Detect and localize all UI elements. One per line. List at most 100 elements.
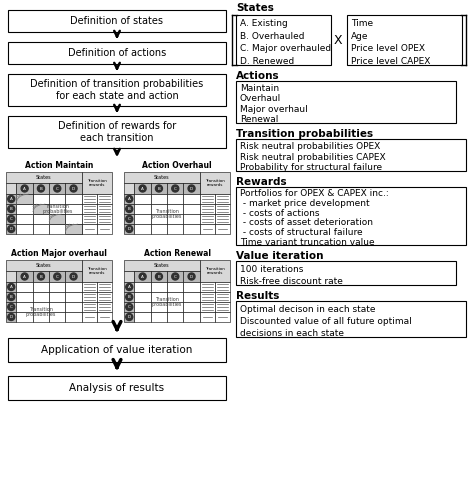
Bar xyxy=(82,260,112,282)
Bar xyxy=(200,260,230,282)
Bar xyxy=(33,302,49,312)
Bar xyxy=(6,271,17,282)
Circle shape xyxy=(21,273,28,280)
Circle shape xyxy=(126,206,133,212)
Text: - costs of asset deterioration: - costs of asset deterioration xyxy=(240,218,373,228)
Text: C: C xyxy=(56,186,59,190)
Circle shape xyxy=(54,185,61,192)
Circle shape xyxy=(37,273,44,280)
Bar xyxy=(215,214,230,224)
Text: Transition
rewards: Transition rewards xyxy=(205,178,225,188)
Text: A: A xyxy=(128,285,131,289)
Circle shape xyxy=(126,314,133,320)
Circle shape xyxy=(172,185,179,192)
Bar xyxy=(49,271,66,282)
Bar xyxy=(200,292,215,302)
Bar xyxy=(97,194,112,204)
Text: - costs of actions: - costs of actions xyxy=(240,208,320,218)
Text: States: States xyxy=(154,175,169,180)
Circle shape xyxy=(8,226,15,232)
Circle shape xyxy=(8,284,15,290)
Bar xyxy=(167,302,184,312)
Bar xyxy=(66,204,82,214)
Bar xyxy=(8,42,226,64)
Bar xyxy=(236,261,456,285)
Bar xyxy=(66,271,82,282)
Bar xyxy=(135,271,151,282)
Text: Transition
probabilities: Transition probabilities xyxy=(42,204,72,214)
Circle shape xyxy=(8,314,15,320)
Bar xyxy=(17,282,33,292)
Bar xyxy=(124,204,135,214)
Text: Actions: Actions xyxy=(236,71,279,81)
Bar xyxy=(49,194,66,204)
Bar xyxy=(8,338,226,362)
Bar xyxy=(236,15,331,65)
Text: Action Renewal: Action Renewal xyxy=(143,250,211,258)
Text: B: B xyxy=(128,207,131,211)
Bar xyxy=(33,224,49,234)
Bar xyxy=(49,183,66,194)
Text: for each state and action: for each state and action xyxy=(56,91,178,101)
Bar xyxy=(49,204,66,214)
Bar xyxy=(49,292,66,302)
Text: A: A xyxy=(23,186,26,190)
Text: 100 iterations: 100 iterations xyxy=(240,265,303,274)
Bar xyxy=(200,282,215,292)
Bar xyxy=(200,172,230,194)
Bar xyxy=(167,183,184,194)
Bar xyxy=(66,282,82,292)
Bar xyxy=(167,292,184,302)
Bar xyxy=(184,224,200,234)
Bar xyxy=(151,312,167,322)
Circle shape xyxy=(139,273,146,280)
Bar xyxy=(82,172,112,194)
Bar xyxy=(184,271,200,282)
Text: Analysis of results: Analysis of results xyxy=(69,383,165,393)
Bar xyxy=(215,224,230,234)
Bar xyxy=(66,224,82,234)
Text: Action Major overhaul: Action Major overhaul xyxy=(11,250,107,258)
Bar xyxy=(17,224,33,234)
Text: D: D xyxy=(72,274,75,278)
Bar xyxy=(6,214,17,224)
Bar xyxy=(215,194,230,204)
Text: Risk-free discount rate: Risk-free discount rate xyxy=(240,277,343,286)
Text: Transition
rewards: Transition rewards xyxy=(205,266,225,276)
Bar xyxy=(6,183,17,194)
Text: Optimal decison in each state: Optimal decison in each state xyxy=(240,305,376,314)
Bar xyxy=(124,214,135,224)
Bar xyxy=(124,302,135,312)
Circle shape xyxy=(21,185,28,192)
Bar xyxy=(97,282,112,292)
Bar xyxy=(66,194,82,204)
Bar xyxy=(82,312,97,322)
Text: - market price development: - market price development xyxy=(240,199,370,208)
Bar xyxy=(184,214,200,224)
Bar xyxy=(200,214,215,224)
Bar xyxy=(184,204,200,214)
Text: Portfolios for OPEX & CAPEX inc.:: Portfolios for OPEX & CAPEX inc.: xyxy=(240,190,389,198)
Text: Time: Time xyxy=(351,19,373,28)
Text: B. Overhauled: B. Overhauled xyxy=(240,32,304,41)
Circle shape xyxy=(8,294,15,300)
Bar xyxy=(17,302,33,312)
Text: C: C xyxy=(10,305,13,309)
Bar xyxy=(33,204,49,214)
Bar xyxy=(215,282,230,292)
Bar xyxy=(66,214,82,224)
Bar xyxy=(200,194,215,204)
Text: B: B xyxy=(158,186,160,190)
Bar xyxy=(151,224,167,234)
Text: Results: Results xyxy=(236,291,279,301)
Circle shape xyxy=(54,273,61,280)
Text: D: D xyxy=(128,315,131,319)
Bar xyxy=(8,376,226,400)
Bar xyxy=(167,282,184,292)
Bar xyxy=(135,214,151,224)
Bar xyxy=(49,214,66,224)
Bar xyxy=(167,312,184,322)
Text: Transition
rewards: Transition rewards xyxy=(87,178,107,188)
Text: States: States xyxy=(36,263,51,268)
Text: Transition
probabilities: Transition probabilities xyxy=(152,296,182,308)
